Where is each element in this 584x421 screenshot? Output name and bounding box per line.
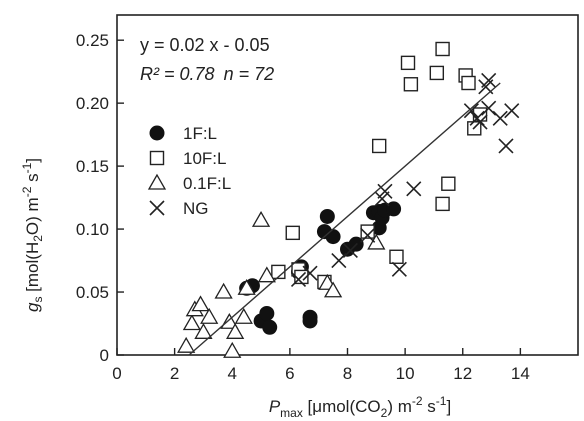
data-point (436, 43, 449, 56)
legend-marker (149, 175, 165, 189)
data-point (462, 77, 475, 90)
y-tick-label: 0.20 (76, 94, 109, 113)
sample-size-label: n = 72 (224, 64, 275, 84)
series-ng (292, 73, 519, 286)
data-point (407, 182, 421, 196)
data-point (216, 284, 232, 298)
data-point (482, 73, 496, 87)
data-point (402, 56, 415, 69)
x-tick-label: 6 (285, 364, 294, 383)
y-tick-label: 0.05 (76, 283, 109, 302)
legend-label: 0.1F:L (183, 174, 231, 193)
legend-marker (151, 152, 164, 165)
x-tick-label: 0 (112, 364, 121, 383)
x-tick-label: 10 (396, 364, 415, 383)
series-0-1f-l (178, 212, 384, 357)
data-point (505, 104, 519, 118)
data-point (303, 314, 318, 329)
data-point (259, 306, 274, 321)
r-squared-value: R² = 0.78 (140, 64, 215, 84)
data-point (253, 212, 269, 226)
x-tick-label: 8 (343, 364, 352, 383)
data-point (493, 111, 507, 125)
x-tick-label: 14 (511, 364, 530, 383)
data-point (436, 197, 449, 210)
data-point (178, 338, 194, 352)
data-point (224, 343, 240, 357)
y-tick-label: 0.25 (76, 31, 109, 50)
legend-label: NG (183, 199, 209, 218)
y-tick-label: 0.10 (76, 220, 109, 239)
data-point (404, 78, 417, 91)
x-axis-label: Pmax [μmol(CO2) m-2 s-1] (269, 394, 451, 420)
series-10f-l (272, 43, 487, 289)
data-point (386, 201, 401, 216)
regression-line (189, 83, 500, 355)
legend-marker (150, 201, 164, 215)
data-point (392, 262, 406, 276)
y-tick-label: 0 (100, 346, 109, 365)
data-point (286, 226, 299, 239)
data-point (499, 139, 513, 153)
data-point (184, 316, 200, 330)
data-point (262, 320, 277, 335)
series-layer (178, 43, 519, 358)
data-point (430, 66, 443, 79)
regression-equation: y = 0.02 x - 0.05 (140, 35, 270, 55)
x-axis-ticks: 0 2 4 6 8 10 12 14 (112, 348, 530, 383)
data-point (390, 250, 403, 263)
data-point (442, 177, 455, 190)
data-point (320, 209, 335, 224)
legend: 1F:L 10F:L 0.1F:L NG (149, 124, 231, 218)
y-axis-label: gs [mol(H2O) m-2 s-1] (20, 158, 45, 312)
legend-label: 10F:L (183, 149, 226, 168)
x-tick-label: 4 (228, 364, 237, 383)
legend-label: 1F:L (183, 124, 217, 143)
r-squared-label: R² = 0.78 n = 72 (140, 64, 274, 84)
x-tick-label: 12 (453, 364, 472, 383)
x-tick-label: 2 (170, 364, 179, 383)
data-point (373, 139, 386, 152)
y-tick-label: 0.15 (76, 157, 109, 176)
data-point (332, 254, 346, 268)
data-point (326, 229, 341, 244)
legend-marker (150, 126, 165, 141)
